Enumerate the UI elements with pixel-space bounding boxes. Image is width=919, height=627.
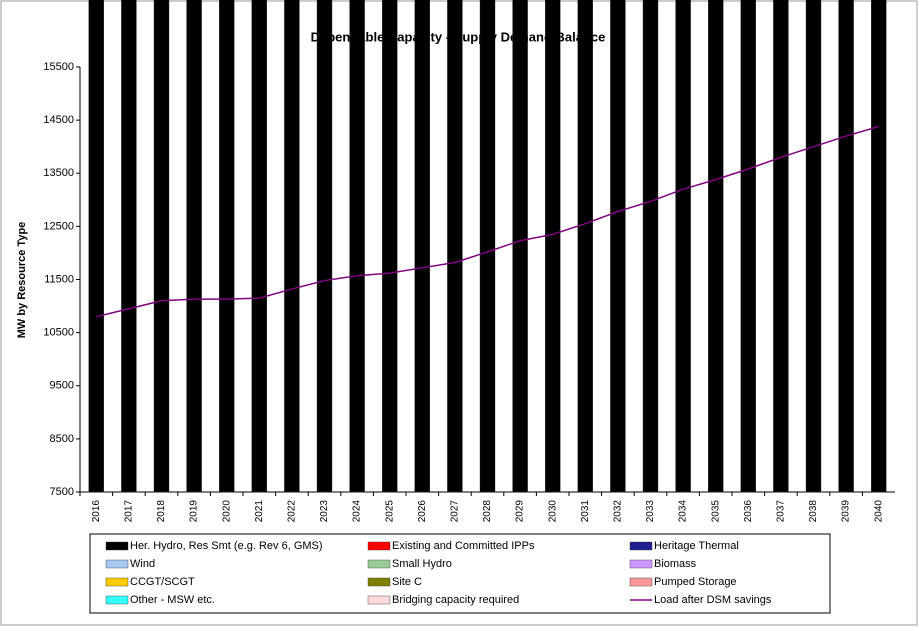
y-tick-label: 10500 xyxy=(43,327,74,339)
x-tick-label: 2019 xyxy=(189,500,200,523)
bar-segment xyxy=(316,0,333,493)
legend-label: Heritage Thermal xyxy=(654,540,739,552)
bar-segment xyxy=(740,0,756,493)
x-tick-label: 2032 xyxy=(613,500,624,523)
x-tick-label: 2035 xyxy=(710,500,721,523)
bar-segment xyxy=(153,0,170,493)
x-tick-label: 2016 xyxy=(91,500,102,523)
x-tick-label: 2038 xyxy=(808,500,819,523)
x-tick-label: 2039 xyxy=(841,500,852,523)
y-tick-label: 9500 xyxy=(50,380,74,392)
bar-segment xyxy=(675,0,691,493)
x-tick-label: 2017 xyxy=(124,500,135,523)
load-line xyxy=(96,125,879,318)
legend-swatch xyxy=(367,541,391,551)
y-tick-label: 15500 xyxy=(43,61,74,73)
bar-segment xyxy=(871,0,887,493)
x-tick-label: 2024 xyxy=(352,500,363,523)
y-tick-label: 12500 xyxy=(43,220,74,232)
y-tick-label: 8500 xyxy=(50,433,74,445)
y-axis-label: MW by Resource Type xyxy=(16,222,28,339)
x-tick-label: 2030 xyxy=(547,500,558,523)
x-tick-label: 2022 xyxy=(287,500,298,523)
bar-segment xyxy=(284,0,300,493)
legend-swatch xyxy=(367,559,391,569)
legend-label: Existing and Committed IPPs xyxy=(392,540,535,552)
bar-segment xyxy=(479,0,496,493)
legend-label: Her. Hydro, Res Smt (e.g. Rev 6, GMS) xyxy=(130,540,323,552)
legend-swatch xyxy=(629,577,653,587)
bar-segment xyxy=(773,0,789,493)
bar-segment xyxy=(642,0,659,493)
legend-box xyxy=(89,533,831,614)
legend-label: Load after DSM savings xyxy=(654,594,772,606)
bar-segment xyxy=(512,0,528,493)
x-tick-label: 2031 xyxy=(580,500,591,523)
x-tick-label: 2025 xyxy=(384,500,395,523)
bar-segment xyxy=(577,0,593,493)
legend-label: Biomass xyxy=(654,558,697,570)
x-tick-label: 2021 xyxy=(254,500,265,523)
legend-label: Bridging capacity required xyxy=(392,594,519,606)
legend-swatch xyxy=(367,595,391,605)
x-tick-label: 2023 xyxy=(319,500,330,523)
x-tick-label: 2018 xyxy=(156,500,167,523)
legend-swatch xyxy=(105,559,129,569)
legend-swatch xyxy=(105,541,129,551)
legend-swatch xyxy=(367,577,391,587)
legend-label: Small Hydro xyxy=(392,558,452,570)
legend-swatch xyxy=(629,541,653,551)
bar-segment xyxy=(251,0,267,493)
x-tick-label: 2034 xyxy=(678,500,689,523)
x-tick-label: 2029 xyxy=(515,500,526,523)
y-tick-label: 13500 xyxy=(43,167,74,179)
bar-segment xyxy=(88,0,104,493)
bar-segment xyxy=(545,0,561,493)
bar-segment xyxy=(447,0,463,493)
bar-segment xyxy=(708,0,724,493)
legend-label: Other - MSW etc. xyxy=(130,594,215,606)
legend-swatch xyxy=(105,577,129,587)
legend-label: Pumped Storage xyxy=(654,576,737,588)
bar-segment xyxy=(838,0,854,493)
legend-swatch xyxy=(105,595,129,605)
bar-segment xyxy=(414,0,430,493)
x-tick-label: 2020 xyxy=(221,500,232,523)
y-tick-label: 7500 xyxy=(50,486,74,498)
bar-segment xyxy=(610,0,626,493)
x-tick-label: 2036 xyxy=(743,500,754,523)
bar-segment xyxy=(186,0,202,493)
x-tick-label: 2037 xyxy=(776,500,787,523)
bar-segment xyxy=(121,0,137,493)
legend-swatch xyxy=(629,559,653,569)
x-tick-label: 2026 xyxy=(417,500,428,523)
x-tick-label: 2033 xyxy=(645,500,656,523)
x-tick-label: 2027 xyxy=(450,500,461,523)
bar-segment xyxy=(349,0,365,493)
y-tick-label: 11500 xyxy=(44,273,74,285)
bar-segment xyxy=(382,0,398,493)
x-tick-label: 2040 xyxy=(873,500,884,523)
y-tick-label: 14500 xyxy=(43,114,74,126)
legend-label: Site C xyxy=(392,576,422,588)
legend-label: CCGT/SCGT xyxy=(130,576,195,588)
legend-label: Wind xyxy=(130,558,155,570)
bar-segment xyxy=(219,0,235,493)
bar-segment xyxy=(805,0,822,493)
x-tick-label: 2028 xyxy=(482,500,493,523)
